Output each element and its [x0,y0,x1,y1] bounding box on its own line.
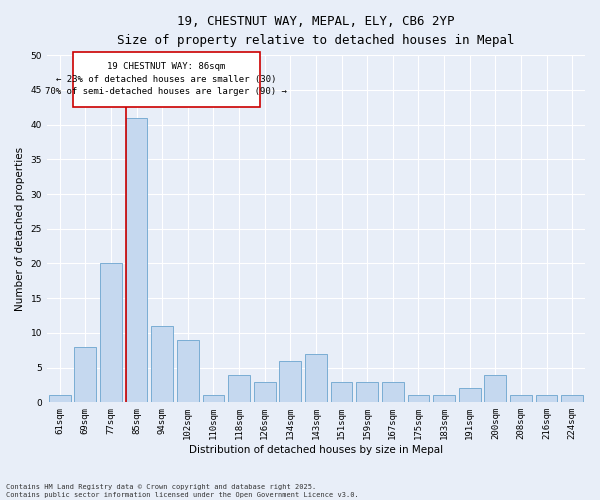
Bar [561,396,583,402]
FancyBboxPatch shape [73,52,260,107]
Text: 19 CHESTNUT WAY: 86sqm
← 23% of detached houses are smaller (30)
70% of semi-det: 19 CHESTNUT WAY: 86sqm ← 23% of detached… [45,62,287,96]
Bar [433,396,455,402]
Title: 19, CHESTNUT WAY, MEPAL, ELY, CB6 2YP
Size of property relative to detached hous: 19, CHESTNUT WAY, MEPAL, ELY, CB6 2YP Si… [117,15,515,47]
Bar [510,396,532,402]
Bar [356,382,378,402]
Bar [459,388,481,402]
Bar [203,396,224,402]
Y-axis label: Number of detached properties: Number of detached properties [15,146,25,311]
Bar [254,382,275,402]
Bar [280,360,301,403]
Text: Contains HM Land Registry data © Crown copyright and database right 2025.
Contai: Contains HM Land Registry data © Crown c… [6,484,359,498]
Bar [228,374,250,402]
Bar [151,326,173,402]
Bar [305,354,327,403]
Bar [74,347,96,403]
Bar [331,382,352,402]
Bar [484,374,506,402]
Bar [126,118,148,403]
Bar [100,264,122,402]
Bar [49,396,71,402]
X-axis label: Distribution of detached houses by size in Mepal: Distribution of detached houses by size … [189,445,443,455]
Bar [536,396,557,402]
Bar [382,382,404,402]
Bar [177,340,199,402]
Bar [407,396,430,402]
